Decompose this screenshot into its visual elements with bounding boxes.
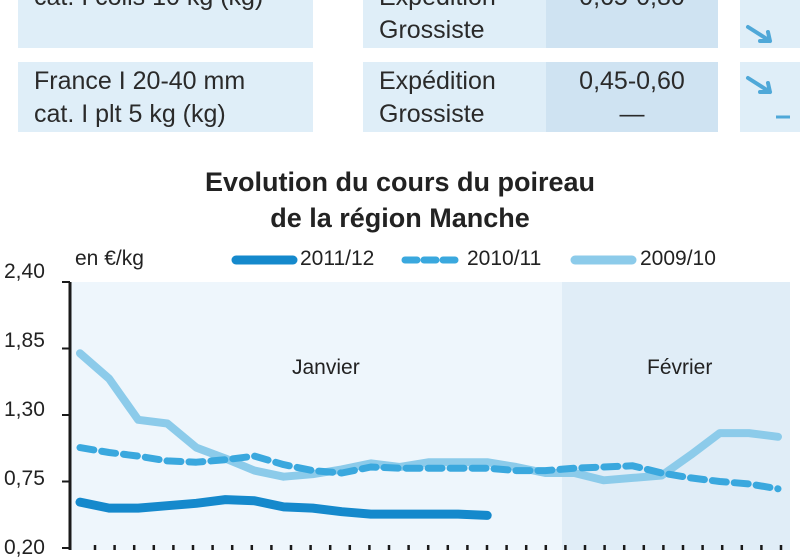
product-cell-line: cat. I plt 5 kg (kg) [34, 100, 226, 128]
stage-cell-line: Grossiste [379, 16, 485, 44]
y-tick-label-2-40: 2,40 [4, 260, 45, 283]
product-cell: France I 20-40 mm cat. I plt 5 kg (kg) [18, 62, 313, 132]
price-cell-line: 0,65-0,80 [546, 0, 718, 14]
month-label-janvier: Janvier [292, 356, 360, 379]
y-tick-label-1-30: 1,30 [4, 398, 45, 421]
series-line-2011-12 [75, 495, 492, 520]
table-row: cat. I colis 10 kg (kg) Expédition Grossis… [18, 0, 800, 48]
price-cell-line: — [619, 100, 645, 128]
table-row: France I 20-40 mm cat. I plt 5 kg (kg) Exp… [18, 62, 800, 132]
series-line-2010-11 [76, 444, 782, 493]
price-table: cat. I colis 10 kg (kg) Expédition Grossis… [0, 0, 800, 150]
chart-title-line-1: Evolution du cours du poireau [204, 167, 595, 197]
price-cell: 0,65-0,80 [546, 0, 718, 48]
trend-down-arrow-icon [746, 76, 772, 94]
legend-label-2011-12: 2011/12 [300, 247, 375, 270]
y-tick-label-0-75: 0,75 [4, 467, 45, 490]
legend-label-2010-11: 2010/11 [467, 247, 542, 270]
unit-label: en €/kg [75, 247, 144, 270]
trend-down-arrow-icon [746, 25, 772, 43]
month-label-fevrier: Février [647, 356, 713, 379]
stage-cell-line: Expédition [363, 0, 558, 14]
stage-cell: Expédition Grossiste [363, 0, 558, 48]
month-band-fevrier [562, 282, 790, 550]
y-tick-label-1-85: 1,85 [4, 329, 45, 352]
product-cell-line: France I 20-40 mm [34, 67, 246, 95]
legend-label-2009-10: 2009/10 [640, 247, 716, 270]
stage-cell: Expédition Grossiste [363, 62, 558, 132]
product-cell-line: cat. I colis 10 kg (kg) [18, 0, 313, 14]
trend-cell [740, 0, 800, 48]
stage-cell-line: Expédition [379, 67, 496, 95]
chart-title-line-2: de la région Manche [270, 203, 530, 233]
price-cell: 0,45-0,60 — [546, 62, 718, 132]
trend-cell [740, 62, 800, 132]
price-cell-line: 0,45-0,60 [579, 67, 685, 95]
product-cell: cat. I colis 10 kg (kg) [18, 0, 313, 48]
stage-cell-line: Grossiste [379, 100, 485, 128]
